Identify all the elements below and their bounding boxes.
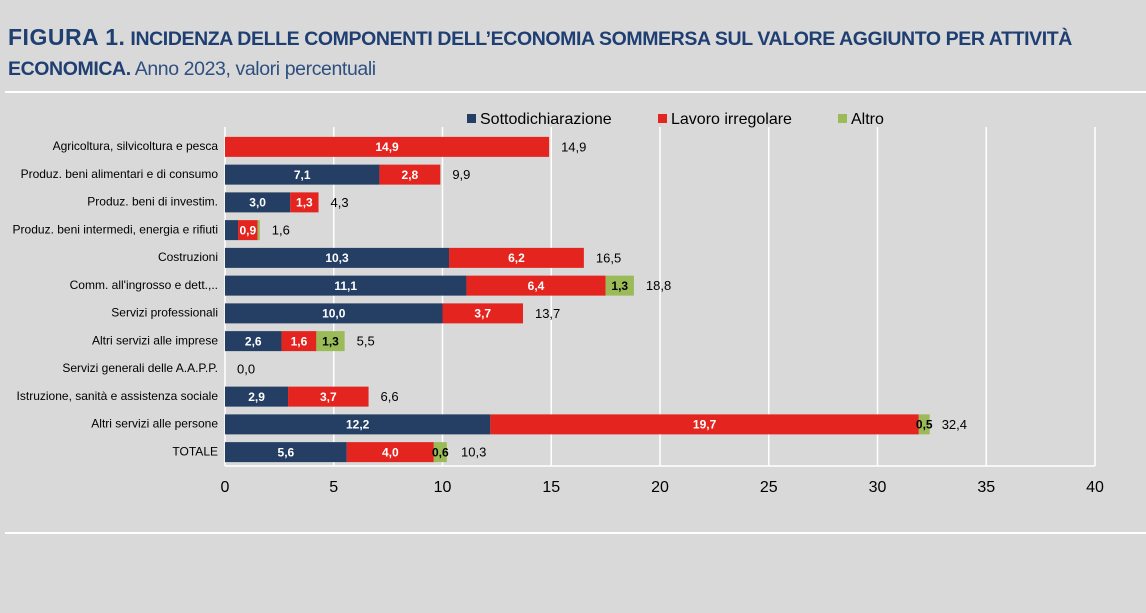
chart-subtitle: Anno 2023, valori percentuali xyxy=(134,58,376,80)
bar-segment xyxy=(225,442,347,463)
data-label: 3,0 xyxy=(249,196,266,210)
data-label: 1,3 xyxy=(296,196,313,210)
total-label: 14,9 xyxy=(561,139,586,154)
total-label: 9,9 xyxy=(452,167,470,182)
data-label: 2,8 xyxy=(402,168,419,182)
bar-segment xyxy=(225,414,491,435)
data-label: 7,1 xyxy=(294,168,311,182)
legend-swatch xyxy=(838,114,847,123)
legend-swatch xyxy=(658,114,667,123)
data-label: 14,9 xyxy=(375,140,399,154)
category-label: Altri servizi alle persone xyxy=(91,417,218,431)
bar-segment xyxy=(225,275,467,296)
category-label: TOTALE xyxy=(172,444,218,458)
chart-title: INCIDENZA DELLE COMPONENTI DELL’ECONOMIA… xyxy=(8,28,1072,80)
bar-segment xyxy=(225,303,443,324)
bar-segment xyxy=(290,192,319,213)
bar-segment xyxy=(225,386,289,407)
bar-segment xyxy=(225,331,282,352)
data-label: 12,2 xyxy=(346,418,370,432)
legend-swatch xyxy=(467,114,476,123)
category-label: Costruzioni xyxy=(158,250,218,264)
bar-segment xyxy=(257,220,260,241)
data-label: 1,3 xyxy=(322,334,339,348)
category-label: Istruzione, sanità e assistenza sociale xyxy=(17,389,219,403)
total-label: 1,6 xyxy=(272,223,290,238)
legend-label: Lavoro irregolare xyxy=(671,111,792,128)
total-label: 10,3 xyxy=(461,445,486,460)
bar-segment xyxy=(225,164,380,185)
data-label: 2,9 xyxy=(248,390,265,404)
x-tick-label: 0 xyxy=(221,479,230,496)
data-label: 4,0 xyxy=(382,445,399,459)
legend-label: Altro xyxy=(851,111,884,128)
bar-segment xyxy=(442,303,523,324)
category-label: Produz. beni intermedi, energia e rifiut… xyxy=(13,222,218,236)
bar-segment xyxy=(316,331,345,352)
data-label: 19,7 xyxy=(693,418,717,432)
data-label: 0,5 xyxy=(916,418,933,432)
bar-segment xyxy=(918,414,930,435)
total-label: 16,5 xyxy=(596,250,621,265)
x-tick-label: 5 xyxy=(329,479,338,496)
category-label: Produz. beni alimentari e di consumo xyxy=(21,167,219,181)
category-label: Servizi generali delle A.A.P.P. xyxy=(62,361,218,375)
bar-segment xyxy=(490,414,919,435)
category-label: Agricoltura, silvicoltura e pesca xyxy=(53,139,219,153)
data-label: 1,3 xyxy=(611,279,628,293)
x-tick-label: 20 xyxy=(651,479,669,496)
total-label: 13,7 xyxy=(535,306,560,321)
bar-segment xyxy=(225,192,291,213)
x-tick-label: 25 xyxy=(760,479,778,496)
legend-label: Sottodichiarazione xyxy=(480,111,612,128)
bar-segment xyxy=(433,442,447,463)
bar-segment xyxy=(449,247,584,268)
total-label: 4,3 xyxy=(331,195,349,210)
category-label: Comm. all'ingrosso e dett.,.. xyxy=(70,278,218,292)
bar-segment xyxy=(346,442,434,463)
bar-segment xyxy=(605,275,634,296)
data-label: 0,9 xyxy=(239,223,256,237)
data-label: 0,6 xyxy=(432,445,449,459)
data-label: 10,3 xyxy=(325,251,349,265)
data-label: 6,4 xyxy=(528,279,545,293)
header: FIGURA 1. INCIDENZA DELLE COMPONENTI DEL… xyxy=(8,22,1088,84)
category-label: Produz. beni di investim. xyxy=(87,195,218,209)
x-tick-label: 40 xyxy=(1086,479,1104,496)
bar-segment xyxy=(225,220,239,241)
figure-label: FIGURA 1. xyxy=(8,24,126,50)
x-tick-label: 35 xyxy=(977,479,995,496)
bar-segment xyxy=(466,275,606,296)
bar-segment xyxy=(225,247,450,268)
x-tick-label: 15 xyxy=(542,479,560,496)
bar-segment xyxy=(281,331,317,352)
data-label: 6,2 xyxy=(508,251,525,265)
total-label: 5,5 xyxy=(357,334,375,349)
bar-segment xyxy=(379,164,441,185)
data-label: 3,7 xyxy=(474,307,491,321)
data-label: 10,0 xyxy=(322,307,346,321)
total-label: 18,8 xyxy=(646,278,671,293)
x-tick-label: 30 xyxy=(869,479,887,496)
data-label: 5,6 xyxy=(278,445,295,459)
data-label: 3,7 xyxy=(320,390,337,404)
data-label: 11,1 xyxy=(334,279,357,293)
bar-segment xyxy=(225,136,550,157)
category-label: Altri servizi alle imprese xyxy=(92,333,218,347)
total-label: 32,4 xyxy=(942,417,967,432)
total-label: 6,6 xyxy=(381,389,399,404)
bar-segment xyxy=(238,220,258,241)
data-label: 1,6 xyxy=(291,334,308,348)
category-label: Servizi professionali xyxy=(111,306,218,320)
x-tick-label: 10 xyxy=(434,479,452,496)
total-label: 0,0 xyxy=(237,361,255,376)
bar-segment xyxy=(288,386,369,407)
data-label: 2,6 xyxy=(245,334,262,348)
